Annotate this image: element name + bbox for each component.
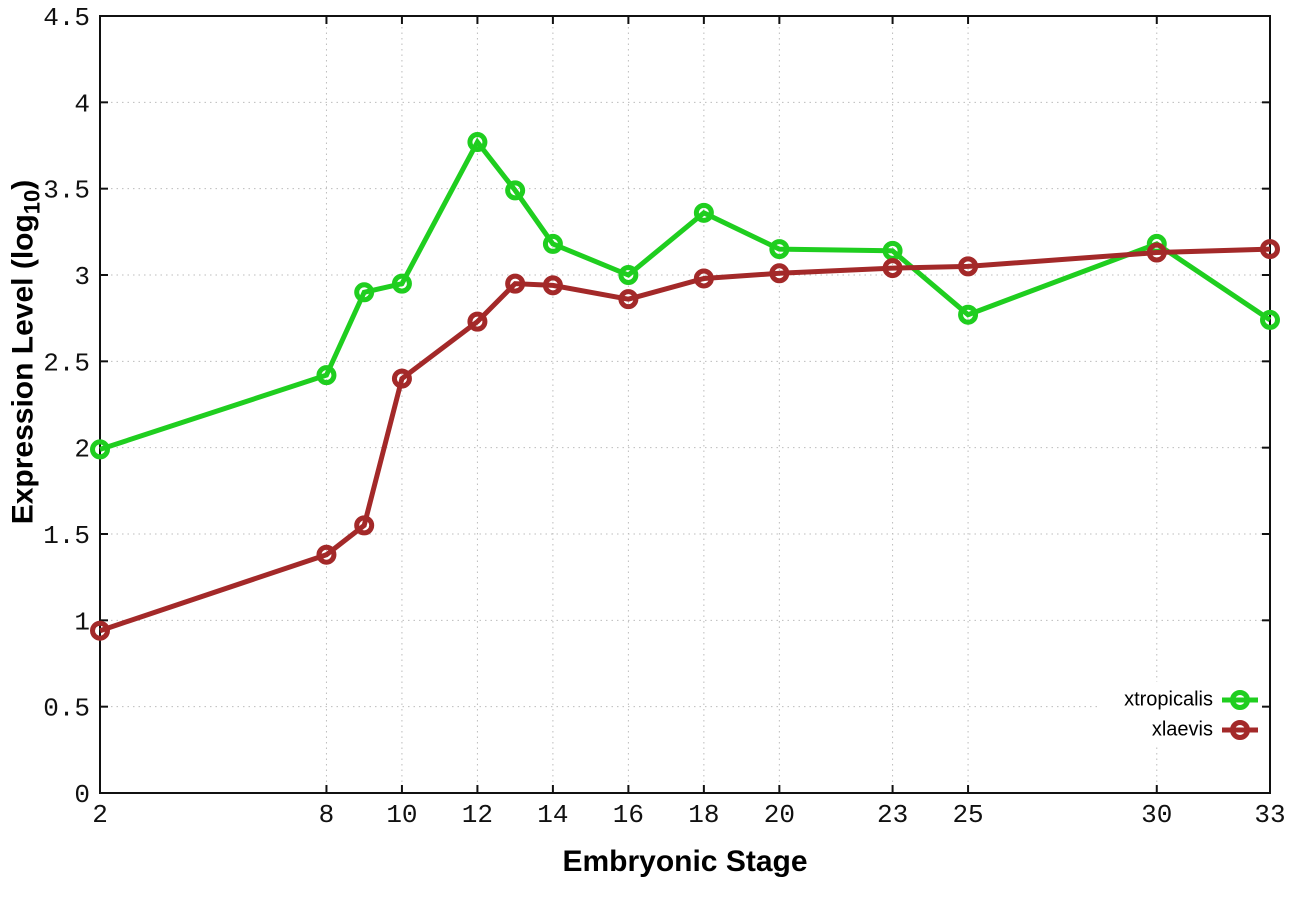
legend-sample-marker-xtropicalis [1230, 690, 1250, 710]
marker-xtropicalis [1260, 309, 1280, 330]
x-tick-label: 18 [688, 800, 719, 830]
x-tick-label: 2 [92, 800, 108, 830]
marker-xtropicalis [693, 202, 714, 223]
marker-xlaevis [1260, 239, 1280, 260]
marker-xlaevis [505, 273, 526, 294]
marker-xlaevis [316, 544, 337, 565]
marker-xtropicalis [90, 439, 110, 460]
series-line-xlaevis [99, 246, 1271, 634]
x-tick-label: 12 [462, 800, 493, 830]
marker-xlaevis [693, 268, 714, 289]
y-axis-title-text: Expression Level (log [6, 214, 40, 525]
legend-sample-marker-xlaevis [1230, 720, 1250, 740]
y-tick-label: 3.5 [43, 176, 90, 206]
x-axis-title: Embryonic Stage [562, 845, 808, 878]
marker-xtropicalis [958, 304, 979, 325]
y-axis-title-close: ) [6, 179, 40, 190]
x-tick-label: 23 [877, 800, 908, 830]
marker-xlaevis [1146, 242, 1167, 263]
y-axis-title: Expression Level (log10) [7, 180, 46, 525]
y-tick-label: 4.5 [43, 3, 90, 33]
series-line-xtropicalis [99, 137, 1272, 452]
y-tick-label: 3 [74, 262, 90, 292]
y-tick-label: 0 [74, 780, 90, 810]
y-tick-label: 1.5 [43, 521, 90, 551]
marker-xlaevis [467, 311, 488, 332]
marker-xtropicalis [316, 365, 337, 386]
marker-xtropicalis [542, 233, 563, 254]
legend-label-xtropicalis: xtropicalis [1124, 688, 1213, 711]
plot-border [99, 15, 1271, 794]
x-tick-label: 8 [319, 800, 335, 830]
x-tick-label: 14 [537, 800, 568, 830]
marker-xlaevis [618, 289, 639, 310]
x-tick-label: 25 [952, 800, 983, 830]
x-tick-label: 10 [386, 800, 417, 830]
x-tick-label: 20 [764, 800, 795, 830]
x-tick-label: 33 [1254, 800, 1285, 830]
y-tick-label: 0.5 [43, 694, 90, 724]
marker-xtropicalis [354, 282, 375, 303]
marker-xlaevis [391, 368, 412, 389]
marker-xtropicalis [618, 265, 639, 285]
y-tick-label: 1 [74, 607, 90, 637]
y-tick-label: 4 [74, 89, 90, 119]
x-tick-label: 16 [613, 800, 644, 830]
marker-xlaevis [769, 263, 790, 284]
marker-xlaevis [958, 256, 979, 277]
legend-label-xlaevis: xlaevis [1151, 718, 1213, 741]
marker-xtropicalis [467, 132, 488, 153]
marker-xtropicalis [391, 273, 412, 294]
marker-xtropicalis [505, 180, 526, 201]
y-tick-label: 2.5 [43, 348, 90, 378]
y-axis-title-subscript: 10 [19, 189, 45, 215]
marker-xlaevis [354, 515, 375, 536]
marker-xlaevis [882, 258, 903, 279]
marker-xlaevis [542, 275, 563, 296]
x-tick-label: 30 [1141, 800, 1172, 830]
marker-xlaevis [90, 620, 110, 641]
y-tick-label: 2 [74, 435, 90, 465]
marker-xtropicalis [769, 239, 790, 260]
